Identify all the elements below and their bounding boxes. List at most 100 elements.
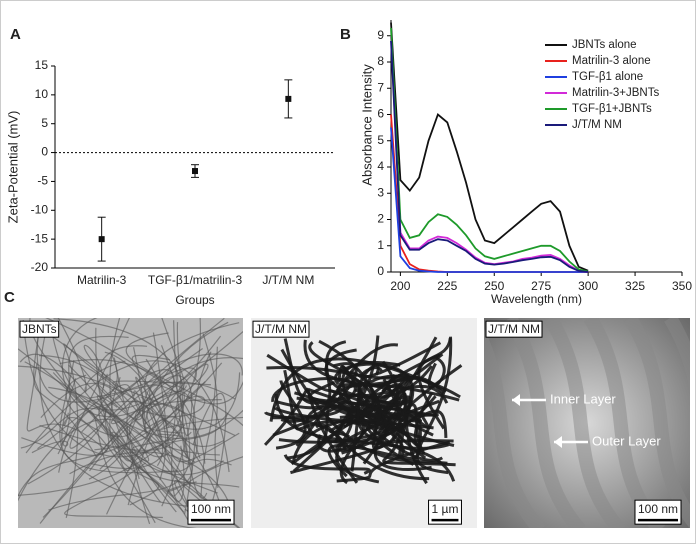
x-axis-title: Groups [175, 293, 214, 307]
marker [98, 236, 105, 243]
texture [113, 449, 243, 497]
x-tick-label: TGF-β1/matrilin-3 [148, 273, 243, 287]
x-tick-label: 250 [484, 279, 504, 293]
y-tick-label: 6 [377, 107, 384, 121]
x-tick-label: 200 [390, 279, 410, 293]
texture [52, 364, 150, 462]
texture [373, 364, 463, 471]
texture [357, 364, 439, 417]
texture [159, 318, 243, 431]
y-tick-label: 5 [377, 133, 384, 147]
texture [340, 365, 445, 395]
series-line [390, 27, 589, 273]
legend-label: TGF-β1 alone [572, 71, 643, 83]
texture [63, 343, 110, 519]
texture [25, 360, 230, 473]
y-tick-label: 9 [377, 28, 384, 42]
texture [44, 318, 179, 388]
y-tick-label: -10 [31, 202, 49, 216]
texture [362, 375, 409, 430]
texture [413, 392, 434, 446]
annotation: Outer Layer [592, 433, 661, 448]
x-tick-label: 225 [437, 279, 457, 293]
y-tick-label: 5 [41, 116, 48, 130]
series-line [390, 127, 589, 273]
texture [484, 328, 546, 528]
x-tick-label: Matrilin-3 [77, 273, 127, 287]
label-box [252, 320, 310, 338]
texture [48, 345, 191, 511]
y-tick-label: 10 [35, 87, 49, 101]
texture [36, 321, 197, 403]
texture [152, 332, 240, 463]
scale-label: 1 µm [432, 502, 459, 516]
panel-label: A [10, 26, 21, 43]
panel-label: C [4, 289, 15, 306]
texture [83, 344, 125, 396]
legend-label: TGF-β1+JBNTs [572, 103, 652, 115]
y-tick-label: 1 [377, 238, 384, 252]
texture [63, 412, 156, 524]
legend-label: Matrilin-3 alone [572, 55, 651, 67]
marker [192, 168, 198, 175]
texture [18, 318, 185, 496]
x-tick-label: J/T/M NM [262, 273, 314, 287]
texture [382, 378, 456, 467]
texture [109, 318, 224, 476]
y-tick-label: -15 [31, 231, 49, 245]
scale-label: 100 nm [191, 502, 231, 516]
panel-label: B [340, 26, 351, 43]
texture [59, 410, 199, 528]
image-label: J/T/M NM [488, 322, 540, 336]
y-tick-label: 8 [377, 54, 384, 68]
x-tick-label: 350 [672, 279, 692, 293]
texture [341, 371, 382, 455]
y-tick-label: 15 [35, 58, 49, 72]
texture [37, 383, 196, 463]
texture [18, 418, 129, 502]
texture [292, 335, 380, 473]
texture [22, 319, 186, 458]
x-tick-label: 325 [625, 279, 645, 293]
texture [286, 381, 367, 460]
y-tick-label: 2 [377, 212, 384, 226]
y-tick-label: 7 [377, 80, 384, 94]
texture [271, 377, 357, 437]
x-tick-label: 300 [578, 279, 598, 293]
series-line [390, 22, 589, 272]
arrow-head [512, 394, 520, 406]
texture [278, 409, 448, 444]
y-tick-label: 3 [377, 185, 384, 199]
y-tick-label: -20 [31, 260, 49, 274]
texture [31, 378, 77, 454]
scale-label: 100 nm [638, 502, 678, 516]
label-box [19, 320, 60, 338]
texture [263, 387, 359, 484]
texture [125, 332, 243, 427]
legend-label: J/T/M NM [572, 119, 622, 131]
texture [328, 384, 449, 404]
y-tick-label: -5 [37, 174, 48, 188]
texture [134, 403, 206, 464]
y-axis-title: Zeta-Potential (mV) [5, 111, 20, 224]
y-tick-label: 4 [377, 159, 384, 173]
texture [504, 318, 586, 528]
texture [664, 318, 690, 395]
texture [328, 396, 380, 484]
texture [283, 453, 371, 475]
texture [624, 318, 690, 528]
texture [142, 353, 243, 513]
texture [131, 433, 182, 454]
image-label: J/T/M NM [255, 322, 307, 336]
legend-label: Matrilin-3+JBNTs [572, 87, 659, 99]
y-axis-title: Absorbance Intensity [359, 64, 374, 186]
texture [149, 380, 243, 438]
series-line [390, 40, 589, 273]
texture [356, 374, 461, 466]
marker [285, 95, 292, 102]
texture [18, 348, 206, 462]
image-label: JBNTs [22, 322, 57, 336]
texture [48, 386, 134, 471]
texture [97, 345, 220, 456]
